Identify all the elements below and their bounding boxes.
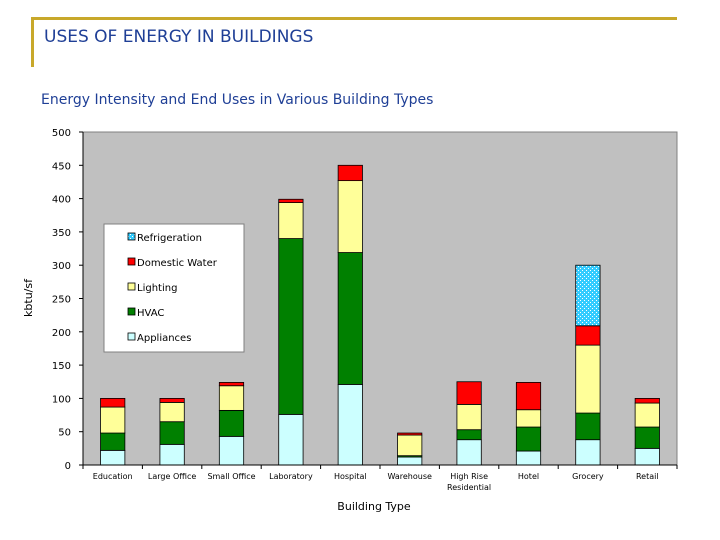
bar-segment (278, 238, 304, 415)
bar-segment (456, 429, 482, 441)
y-tick-label: 50 (58, 428, 71, 439)
y-tick-label: 100 (52, 394, 71, 405)
slide-title: USES OF ENERGY IN BUILDINGS (44, 27, 314, 47)
x-tick-label: Hotel (518, 472, 539, 481)
bar-segment (575, 325, 601, 346)
y-tick-label: 500 (52, 128, 71, 139)
legend-label: Lighting (137, 283, 177, 294)
bar-segment (159, 401, 185, 423)
title-accent-bar (31, 17, 677, 67)
legend-swatch (127, 257, 136, 266)
bar-segment (218, 409, 245, 437)
legend-label: Refrigeration (137, 233, 202, 244)
y-tick-label: 300 (52, 261, 71, 272)
bar-segment (100, 397, 126, 408)
chart-title: Energy Intensity and End Uses in Various… (41, 92, 434, 108)
bar-segment (456, 403, 482, 431)
legend-swatch (127, 307, 136, 316)
bar-segment (397, 456, 423, 466)
bar-segment (397, 432, 423, 436)
legend-swatch (127, 232, 136, 241)
bar-segment (218, 385, 245, 411)
legend-label: Appliances (137, 333, 191, 344)
bar-segment (337, 180, 363, 253)
bar-segment (100, 432, 126, 451)
x-tick-label: Warehouse (387, 472, 432, 481)
bar-segment (337, 164, 363, 182)
x-tick-label: Hospital (334, 472, 367, 481)
y-tick-label: 450 (52, 161, 71, 172)
bar-segment (159, 397, 185, 403)
legend-label: HVAC (137, 308, 164, 319)
legend-label: Domestic Water (137, 258, 218, 269)
bar-segment (456, 381, 482, 405)
bar-segment (159, 443, 185, 466)
x-tick-label: Laboratory (269, 472, 313, 481)
bar-segment (634, 447, 660, 466)
x-tick-label: Residential (447, 483, 491, 492)
bar-segment (278, 198, 304, 203)
bar-segment (634, 402, 660, 428)
y-axis-label: kbtu/sf (22, 278, 35, 317)
bar-segment (634, 397, 660, 404)
bar-segment (397, 434, 423, 457)
bar-segment (159, 421, 185, 445)
y-tick-label: 250 (52, 295, 71, 306)
legend-swatch (127, 332, 136, 341)
bar-segment (515, 450, 542, 466)
y-tick-label: 200 (52, 328, 71, 339)
x-axis-label: Building Type (337, 500, 411, 513)
x-tick-label: Large Office (148, 472, 196, 481)
bar-segment (100, 406, 126, 434)
bar-segment (337, 384, 363, 466)
x-tick-label: Education (93, 472, 133, 481)
x-tick-label: Small Office (207, 472, 255, 481)
bar-segment (278, 202, 304, 239)
bar-segment (515, 409, 542, 428)
bar-segment (575, 439, 601, 466)
x-tick-label: Retail (636, 472, 659, 481)
legend-swatch (127, 282, 136, 291)
x-tick-label: High Rise (450, 472, 488, 481)
bar-segment (278, 413, 304, 466)
y-tick-label: 0 (65, 461, 71, 472)
y-tick-label: 350 (52, 228, 71, 239)
bar-segment (337, 252, 363, 385)
legend-box (103, 223, 245, 353)
y-tick-label: 400 (52, 195, 71, 206)
bar-segment (575, 412, 601, 441)
bar-segment (515, 382, 542, 411)
bar-segment (575, 344, 601, 414)
bar-segment (100, 449, 126, 466)
x-tick-label: Grocery (572, 472, 604, 481)
y-tick-label: 150 (52, 361, 71, 372)
bar-segment (456, 439, 482, 466)
bar-segment (515, 426, 542, 452)
bar-segment (218, 435, 245, 466)
bar-segment (634, 426, 660, 449)
bar-segment (218, 382, 245, 387)
bar-segment (575, 264, 601, 327)
